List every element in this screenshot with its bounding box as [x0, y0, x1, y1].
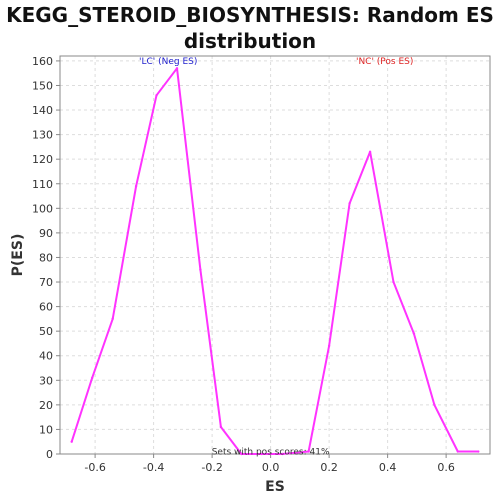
annotation-layer: 'LC' (Neg ES) 'NC' (Pos ES) Sets with pos …: [139, 57, 413, 458]
annotation-label: 'LC' (Neg ES): [139, 57, 197, 67]
y-tick-label: 160: [32, 55, 53, 68]
data-point: [175, 67, 179, 70]
data-point: [134, 185, 138, 188]
annotation-label: 'NC' (Pos ES): [356, 57, 413, 67]
y-tick-label: 30: [39, 374, 53, 387]
data-point: [368, 150, 372, 154]
y-tick-label: 10: [39, 423, 53, 436]
data-point: [219, 425, 223, 429]
x-axis-title: ES: [265, 479, 285, 495]
chart-title: KEGG_STEROID_BIOSYNTHESIS: Random ES dis…: [0, 2, 500, 54]
x-tick-label: -0.6: [84, 461, 105, 474]
y-tick-label: 70: [39, 276, 53, 289]
y-tick-label: 80: [39, 251, 53, 264]
x-tick-label: -0.4: [143, 461, 164, 474]
x-axis: -0.6 -0.4 -0.2 0.0 0.2 0.4 0.6: [84, 454, 455, 474]
data-point: [456, 450, 460, 453]
x-tick-label: 0.6: [437, 461, 455, 474]
y-tick-label: 140: [32, 104, 53, 117]
y-axis: 0 10 20 30 40 50 60 70 80 90 100 110 120 130 140 150 160: [32, 55, 60, 461]
x-tick-label: 0.4: [379, 461, 397, 474]
annotation-label: Sets with pos scores: 41%: [212, 448, 330, 458]
data-point: [111, 317, 114, 321]
series-line: [70, 67, 479, 455]
data-point: [155, 94, 158, 97]
data-point: [307, 450, 310, 453]
y-tick-label: 120: [32, 153, 53, 166]
data-point: [199, 268, 202, 271]
y-tick-label: 150: [32, 79, 53, 92]
x-tick-label: -0.2: [201, 461, 222, 474]
data-point: [260, 452, 264, 456]
x-tick-label: 0.2: [320, 461, 338, 474]
y-tick-label: 20: [39, 399, 53, 412]
y-tick-label: 100: [32, 202, 53, 215]
x-tick-label: 0.0: [262, 461, 280, 474]
chart-title-line1: KEGG_STEROID_BIOSYNTHESIS: Random ES: [6, 3, 494, 27]
y-tick-label: 110: [32, 178, 53, 191]
data-point: [433, 403, 436, 407]
data-point: [240, 452, 243, 456]
y-tick-label: 0: [46, 448, 53, 461]
y-tick-label: 90: [39, 227, 53, 240]
y-axis-title: P(ES): [10, 234, 26, 277]
data-point: [477, 450, 480, 453]
data-point: [90, 376, 94, 380]
series-layer: [70, 67, 480, 456]
data-point: [348, 202, 351, 205]
data-point: [412, 332, 416, 335]
data-point: [70, 440, 73, 443]
chart-title-line2: distribution: [183, 29, 317, 53]
y-tick-label: 130: [32, 129, 53, 142]
data-point: [281, 452, 284, 456]
data-point: [327, 344, 331, 348]
grid-layer: [60, 56, 490, 455]
y-tick-label: 40: [39, 350, 53, 363]
y-tick-label: 60: [39, 301, 53, 314]
y-tick-label: 50: [39, 325, 53, 338]
data-point: [392, 280, 395, 284]
